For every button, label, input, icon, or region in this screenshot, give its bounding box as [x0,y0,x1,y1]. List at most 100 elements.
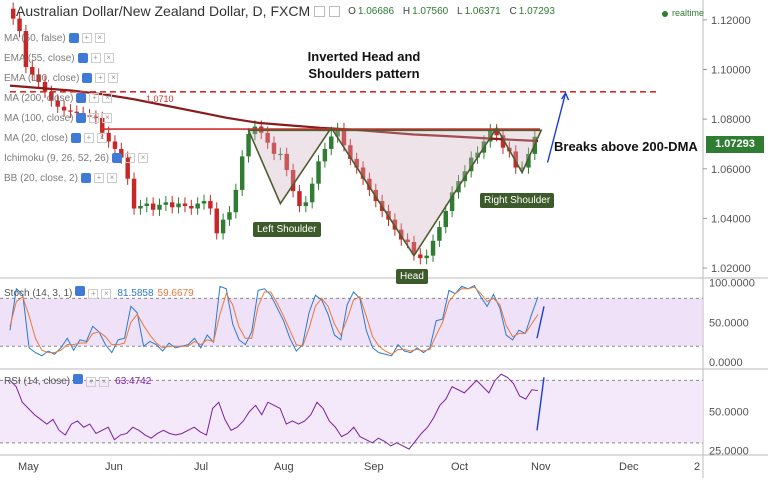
level-label: 1.0710 [146,94,174,104]
breakout-arrow [546,92,567,163]
eye-icon[interactable] [70,133,81,143]
candle-body [169,202,175,208]
ohlc-open-label: O [348,5,356,17]
gear-icon[interactable]: + [93,173,104,183]
candle-body [49,91,54,101]
candle-body [316,161,321,184]
rsi-value: 63.4742 [115,376,152,387]
ohlc-close-label: C [509,5,517,17]
candle-body [341,129,347,146]
pattern-title: Inverted Head and Shoulders pattern [307,49,421,81]
gear-icon[interactable]: + [89,113,100,123]
close-icon[interactable]: × [99,377,110,387]
eye-icon[interactable] [77,53,88,63]
close-icon[interactable]: × [94,33,105,43]
ohlc-low-label: L [457,5,463,17]
candle-body [93,116,99,118]
candle-body [392,219,398,230]
candle-body [367,178,372,190]
candle-body [430,240,436,256]
eye-icon[interactable] [68,33,79,43]
stoch-up-arrow [536,306,545,339]
settings-icon[interactable] [314,5,326,17]
indicator-row[interactable]: EMA (55, close) + × [4,48,148,68]
gear-icon[interactable]: + [81,33,92,43]
candle-body [246,134,251,157]
y-tick-label: 1.04000 [711,213,751,225]
close-icon[interactable]: × [96,133,107,143]
gear-icon[interactable]: + [125,153,136,163]
indicator-name: BB (20, close, 2) [4,172,78,184]
rsi-up-arrow [536,377,545,431]
candle-body [488,130,493,142]
candle-body [494,130,499,136]
gear-icon[interactable]: + [86,377,97,387]
candle-body [106,132,111,142]
ohlc-close-value: 1.07293 [518,5,555,17]
gear-icon[interactable]: + [89,93,100,103]
candle-body [74,111,80,113]
gear-icon[interactable]: + [95,73,106,83]
ohlc-high-value: 1.07560 [412,5,449,17]
stoch-tick-label: 50.0000 [709,317,749,329]
candle-body [42,81,48,92]
eye-icon[interactable] [80,173,91,183]
candle-body [195,203,200,209]
candle-body [55,100,60,107]
eye-icon[interactable] [75,286,86,296]
indicator-row[interactable]: BB (20, close, 2) + × [4,168,148,188]
indicator-row[interactable]: EMA (110, close) + × [4,68,148,88]
candle-body [284,153,289,171]
realtime-label: realtime [672,8,705,18]
y-tick-label: 1.02000 [711,263,751,275]
candle-body [182,203,188,207]
gear-icon[interactable]: + [88,289,99,299]
stoch-d-value: 59.6679 [157,288,194,299]
close-icon[interactable]: × [102,113,113,123]
eye-icon[interactable] [112,153,123,163]
candle-body [322,148,328,162]
gear-icon[interactable]: + [83,133,94,143]
candle-body [125,157,130,179]
visibility-icon[interactable] [329,5,341,17]
candle-body [138,206,143,209]
candle-body [513,151,518,168]
y-tick-label: 1.12000 [711,15,751,27]
indicator-name: EMA (110, close) [4,72,80,84]
candle-body [475,152,480,158]
stoch-d-line [9,286,539,355]
candle-body [150,203,156,210]
rsi-line [9,373,539,450]
indicator-row[interactable]: Ichimoku (9, 26, 52, 26) + × [4,148,149,168]
close-icon[interactable]: × [103,53,114,63]
close-icon[interactable]: × [108,73,119,83]
close-icon[interactable]: × [102,93,113,103]
eye-icon[interactable] [73,374,84,384]
close-icon[interactable]: × [106,173,117,183]
left-shoulder-tag: Left Shoulder [253,222,321,237]
indicator-row[interactable]: MA (60, false) + × [4,28,148,48]
candle-body [17,18,22,32]
rsi-band [0,380,703,443]
indicator-name: MA (200, close) [4,92,74,104]
indicator-row[interactable]: MA (20, close) + × [4,128,148,148]
candle-body [157,204,162,210]
inverted-head-shoulders-pattern [247,126,543,258]
indicator-row[interactable]: MA (100, close) + × [4,108,148,128]
indicator-row[interactable]: MA (200, close) + × [4,88,148,108]
candle-body [348,145,353,159]
close-icon[interactable]: × [101,289,112,299]
last-price-tag: 1.07293 [706,136,764,153]
candle-body [335,129,340,137]
candle-body [239,156,245,190]
eye-icon[interactable] [76,113,87,123]
eye-icon[interactable] [76,93,87,103]
gear-icon[interactable]: + [90,53,101,63]
close-icon[interactable]: × [138,153,149,163]
eye-icon[interactable] [82,73,93,83]
arrow-head-icon [560,91,570,101]
stoch-tick-label: 100.0000 [709,277,755,289]
candle-body [227,212,232,220]
x-tick-label: Oct [451,461,468,473]
